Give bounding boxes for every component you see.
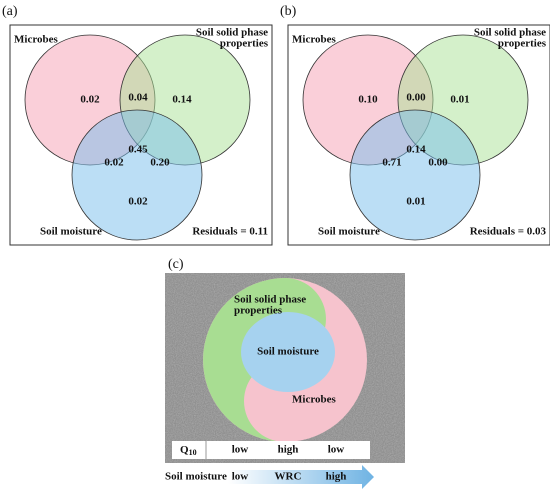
region-value: 0.14 xyxy=(172,94,192,106)
residuals: Residuals = 0.11 xyxy=(192,226,268,238)
set-label: properties xyxy=(498,38,547,50)
region-value: 0.02 xyxy=(80,94,100,106)
region-value: 0.02 xyxy=(128,196,148,208)
region-value: 0.04 xyxy=(128,92,148,104)
residuals: Residuals = 0.03 xyxy=(470,226,547,238)
region-value: 0.01 xyxy=(450,94,469,106)
moisture-circle xyxy=(349,109,481,241)
region-value: 0.45 xyxy=(128,144,148,156)
q10-level: high xyxy=(278,444,299,456)
q10-sub: 10 xyxy=(189,448,197,457)
set-label: Microbes xyxy=(292,34,337,46)
panel-frame xyxy=(287,24,550,246)
axis-name: Soil moisture xyxy=(165,471,227,483)
panel-label: (a) xyxy=(2,4,18,19)
axis-high: high xyxy=(326,471,347,483)
panel-c: (c) Soil solid phase properties Soil moi… xyxy=(165,257,405,489)
moisture-arrow xyxy=(228,465,374,489)
region-value: 0.02 xyxy=(104,157,124,169)
region-label: Soil solid phase xyxy=(234,294,306,306)
set-label: Soil solid phase xyxy=(474,27,546,39)
region-label: properties xyxy=(234,305,283,317)
set-label: Microbes xyxy=(14,34,59,46)
q10-level: low xyxy=(232,444,249,456)
panel-label: (c) xyxy=(168,257,184,272)
moisture-region xyxy=(241,312,335,392)
moisture-circle xyxy=(71,109,203,241)
set-label: Soil moisture xyxy=(318,226,380,238)
region-value: 0.14 xyxy=(406,144,426,156)
region-label: Microbes xyxy=(292,394,337,406)
region-value: 0.71 xyxy=(382,157,401,169)
axis-low: low xyxy=(232,471,249,483)
region-value: 0.10 xyxy=(358,94,378,106)
region-value: 0.00 xyxy=(406,92,426,104)
q10-base: Q xyxy=(180,444,189,456)
region-label: Soil moisture xyxy=(257,346,319,358)
panel-label: (b) xyxy=(280,4,297,19)
region-value: 0.00 xyxy=(428,157,448,169)
q10-level: low xyxy=(328,444,345,456)
region-value: 0.01 xyxy=(406,196,425,208)
q10-label: Q10 xyxy=(180,444,197,457)
set-label: Soil moisture xyxy=(40,226,102,238)
axis-mid: WRC xyxy=(275,471,302,483)
panel-frame xyxy=(9,24,273,246)
region-value: 0.20 xyxy=(150,157,170,169)
set-label: Soil solid phase xyxy=(196,27,268,39)
q10-row xyxy=(172,441,370,459)
set-label: properties xyxy=(220,38,269,50)
